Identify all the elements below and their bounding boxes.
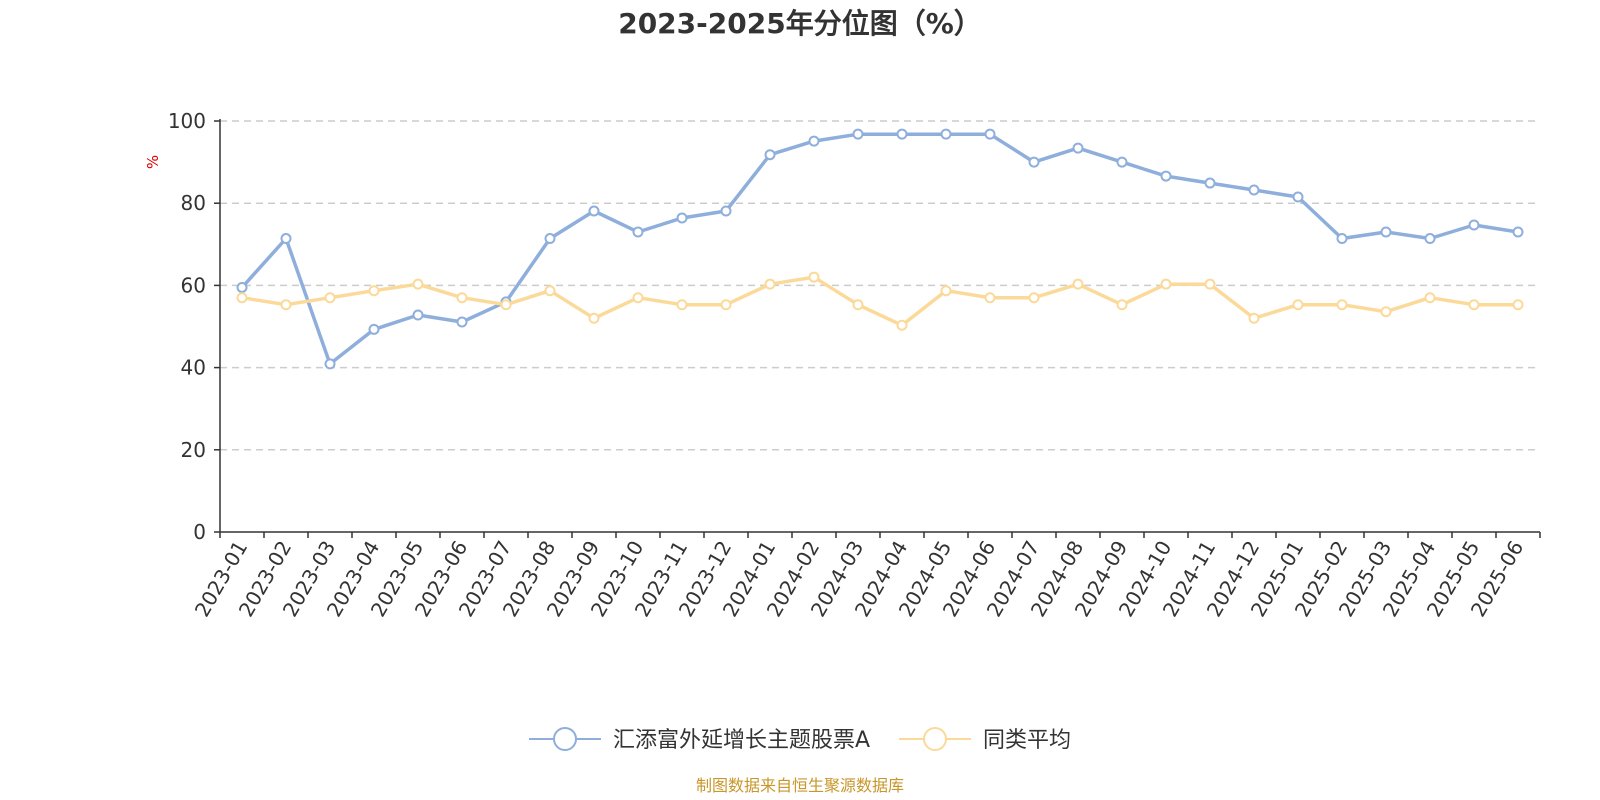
y-tick-label: 40 xyxy=(181,356,206,380)
y-tick-label: 0 xyxy=(193,520,206,544)
data-point xyxy=(1336,233,1348,245)
data-point xyxy=(676,212,688,224)
data-point xyxy=(1116,299,1128,311)
data-point xyxy=(368,323,380,335)
legend-item-2[interactable]: 同类平均 xyxy=(899,727,1071,753)
chart-title: 2023-2025年分位图（%） xyxy=(618,7,982,40)
y-tick-labels: 0 20 40 60 80 100 xyxy=(168,109,220,544)
axes xyxy=(219,119,1540,533)
series-lines xyxy=(236,128,1524,370)
series-line xyxy=(240,132,1519,366)
data-point xyxy=(940,285,952,297)
series-line xyxy=(241,275,1518,328)
data-point xyxy=(412,309,424,321)
data-point xyxy=(236,292,248,304)
data-point xyxy=(632,226,644,238)
data-point xyxy=(1336,299,1348,311)
data-point xyxy=(676,299,688,311)
data-point xyxy=(1292,299,1304,311)
data-point xyxy=(764,149,776,161)
data-point xyxy=(1028,156,1040,168)
data-point xyxy=(852,299,864,311)
legend-marker xyxy=(553,727,577,751)
data-point xyxy=(1424,292,1436,304)
data-point xyxy=(1380,306,1392,318)
data-point xyxy=(1468,219,1480,231)
data-point xyxy=(1424,233,1436,245)
data-point xyxy=(896,319,908,331)
data-point xyxy=(1160,170,1172,182)
data-point xyxy=(588,205,600,217)
data-point xyxy=(632,292,644,304)
data-point xyxy=(764,278,776,290)
legend-marker xyxy=(923,727,947,751)
legend-label: 同类平均 xyxy=(983,728,1071,753)
data-point xyxy=(544,285,556,297)
data-point xyxy=(1204,177,1216,189)
data-point xyxy=(456,292,468,304)
data-point xyxy=(368,285,380,297)
data-point xyxy=(940,128,952,140)
data-point xyxy=(1512,299,1524,311)
data-point xyxy=(236,281,248,293)
series-1 xyxy=(236,128,1524,370)
data-point xyxy=(412,278,424,290)
x-tick-labels: 2023-012023-022023-032023-042023-052023-… xyxy=(190,532,1541,621)
legend: 汇添富外延增长主题股票A 同类平均 xyxy=(529,727,1071,753)
data-point xyxy=(720,205,732,217)
data-point xyxy=(456,316,468,328)
y-tick-label: 20 xyxy=(181,438,206,462)
data-point xyxy=(1072,278,1084,290)
data-point xyxy=(896,128,908,140)
data-point xyxy=(852,128,864,140)
y-tick-label: 60 xyxy=(181,273,206,297)
y-tick-label: 100 xyxy=(168,109,206,133)
data-point xyxy=(280,299,292,311)
data-point xyxy=(1292,191,1304,203)
data-point xyxy=(1248,312,1260,324)
y-tick-label: 80 xyxy=(181,191,206,215)
data-point xyxy=(324,358,336,370)
data-point xyxy=(1512,226,1524,238)
data-point xyxy=(720,299,732,311)
data-point xyxy=(1160,278,1172,290)
data-point xyxy=(1248,184,1260,196)
data-point xyxy=(500,299,512,311)
data-point xyxy=(1204,278,1216,290)
data-point xyxy=(1028,292,1040,304)
legend-item-1[interactable]: 汇添富外延增长主题股票A xyxy=(529,727,870,753)
data-point xyxy=(984,128,996,140)
data-point xyxy=(280,233,292,245)
legend-label: 汇添富外延增长主题股票A xyxy=(613,728,870,753)
data-point xyxy=(588,312,600,324)
data-point xyxy=(1072,142,1084,154)
series-2 xyxy=(236,271,1524,331)
source-note: 制图数据来自恒生聚源数据库 xyxy=(696,776,904,795)
data-point xyxy=(808,135,820,147)
y-axis-unit: % xyxy=(144,155,162,169)
data-point xyxy=(324,292,336,304)
grid-lines xyxy=(220,120,1540,451)
data-point xyxy=(1116,156,1128,168)
data-point xyxy=(984,292,996,304)
data-point xyxy=(544,233,556,245)
data-point xyxy=(808,271,820,283)
data-point xyxy=(1380,226,1392,238)
data-point xyxy=(1468,299,1480,311)
